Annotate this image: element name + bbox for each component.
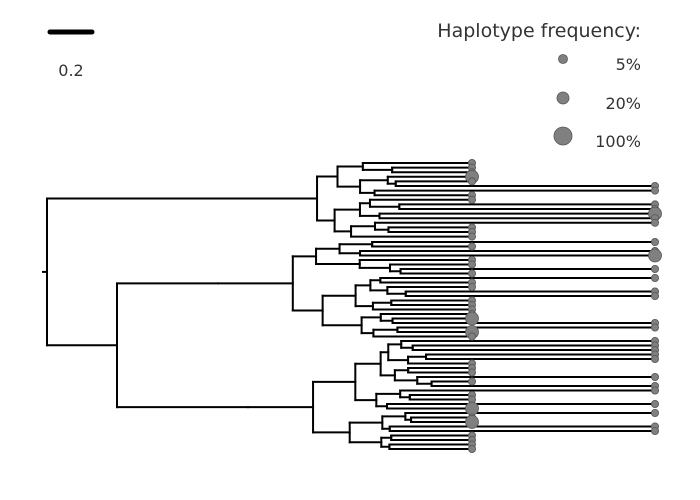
haplotype-marker xyxy=(651,186,660,195)
haplotype-marker xyxy=(651,323,660,332)
legend-marker-20 xyxy=(556,91,570,105)
legend-title: Haplotype frequency: xyxy=(437,20,641,42)
haplotype-marker xyxy=(651,264,660,273)
tree-branches xyxy=(42,162,656,450)
haplotype-marker xyxy=(467,282,476,291)
haplotype-marker xyxy=(651,237,660,246)
haplotype-marker xyxy=(467,269,476,278)
haplotype-marker xyxy=(467,232,476,241)
legend-label-20: 20% xyxy=(605,94,641,113)
haplotype-marker xyxy=(651,273,660,282)
haplotype-marker xyxy=(467,195,476,204)
haplotype-marker xyxy=(467,332,476,341)
scale-bar-label: 0.2 xyxy=(58,61,83,80)
haplotype-marker xyxy=(651,291,660,300)
haplotype-marker xyxy=(465,311,479,326)
haplotype-marker xyxy=(651,426,660,435)
legend: Haplotype frequency: 5% 20% 100% xyxy=(437,20,641,151)
haplotype-marker xyxy=(465,401,479,416)
haplotype-marker xyxy=(651,386,660,395)
legend-label-100: 100% xyxy=(595,132,641,151)
legend-label-5: 5% xyxy=(616,55,641,74)
haplotype-marker xyxy=(651,408,660,417)
haplotype-marker xyxy=(651,399,660,408)
haplotype-marker xyxy=(467,260,476,269)
scale-bar: 0.2 xyxy=(47,29,95,80)
haplotype-marker xyxy=(467,242,476,251)
haplotype-marker xyxy=(465,415,479,429)
haplotype-marker xyxy=(651,354,660,363)
haplotype-marker xyxy=(467,444,476,453)
haplotype-marker xyxy=(651,218,660,227)
haplotype-marker xyxy=(651,372,660,381)
tip-markers xyxy=(465,158,662,453)
haplotype-marker xyxy=(467,377,476,386)
haplotype-marker xyxy=(467,177,476,186)
haplotype-marker xyxy=(648,248,662,263)
haplotype-marker xyxy=(467,368,476,377)
legend-marker-100 xyxy=(553,126,573,146)
legend-marker-5 xyxy=(558,54,568,64)
